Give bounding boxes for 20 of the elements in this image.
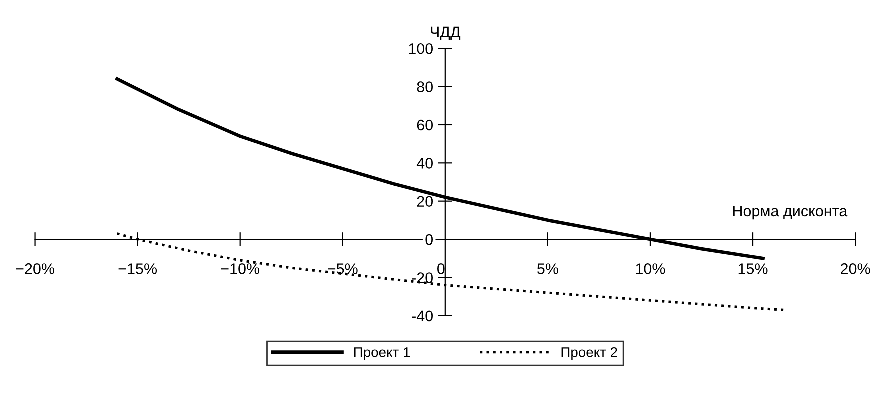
x-axis-title: Норма дисконта (733, 206, 848, 220)
x-tick-label: 20% (841, 264, 870, 274)
y-tick-label: 80 (417, 82, 434, 92)
x-tick-label: 0 (438, 264, 445, 274)
y-tick-label: 0 (426, 234, 434, 246)
x-tick-label: −5% (328, 264, 358, 274)
y-tick-label: 100 (409, 43, 434, 54)
x-tick-label: −10% (221, 264, 260, 274)
x-tick-label: 15% (738, 264, 768, 274)
y-tick-label: 40 (416, 158, 434, 169)
x-tick-label: 10% (636, 264, 666, 274)
y-tick-label: 60 (417, 120, 434, 131)
y-axis-title: ЧДД (431, 26, 461, 40)
x-tick-label: −15% (118, 264, 158, 274)
legend-label: Проект 2 (562, 347, 618, 360)
legend-label: Проект 1 (354, 348, 410, 360)
x-tick-label: −20% (16, 264, 54, 274)
x-tick-label: 5% (538, 264, 558, 274)
y-tick-label: -40 (412, 310, 434, 322)
y-tick-label: 20 (417, 196, 434, 208)
